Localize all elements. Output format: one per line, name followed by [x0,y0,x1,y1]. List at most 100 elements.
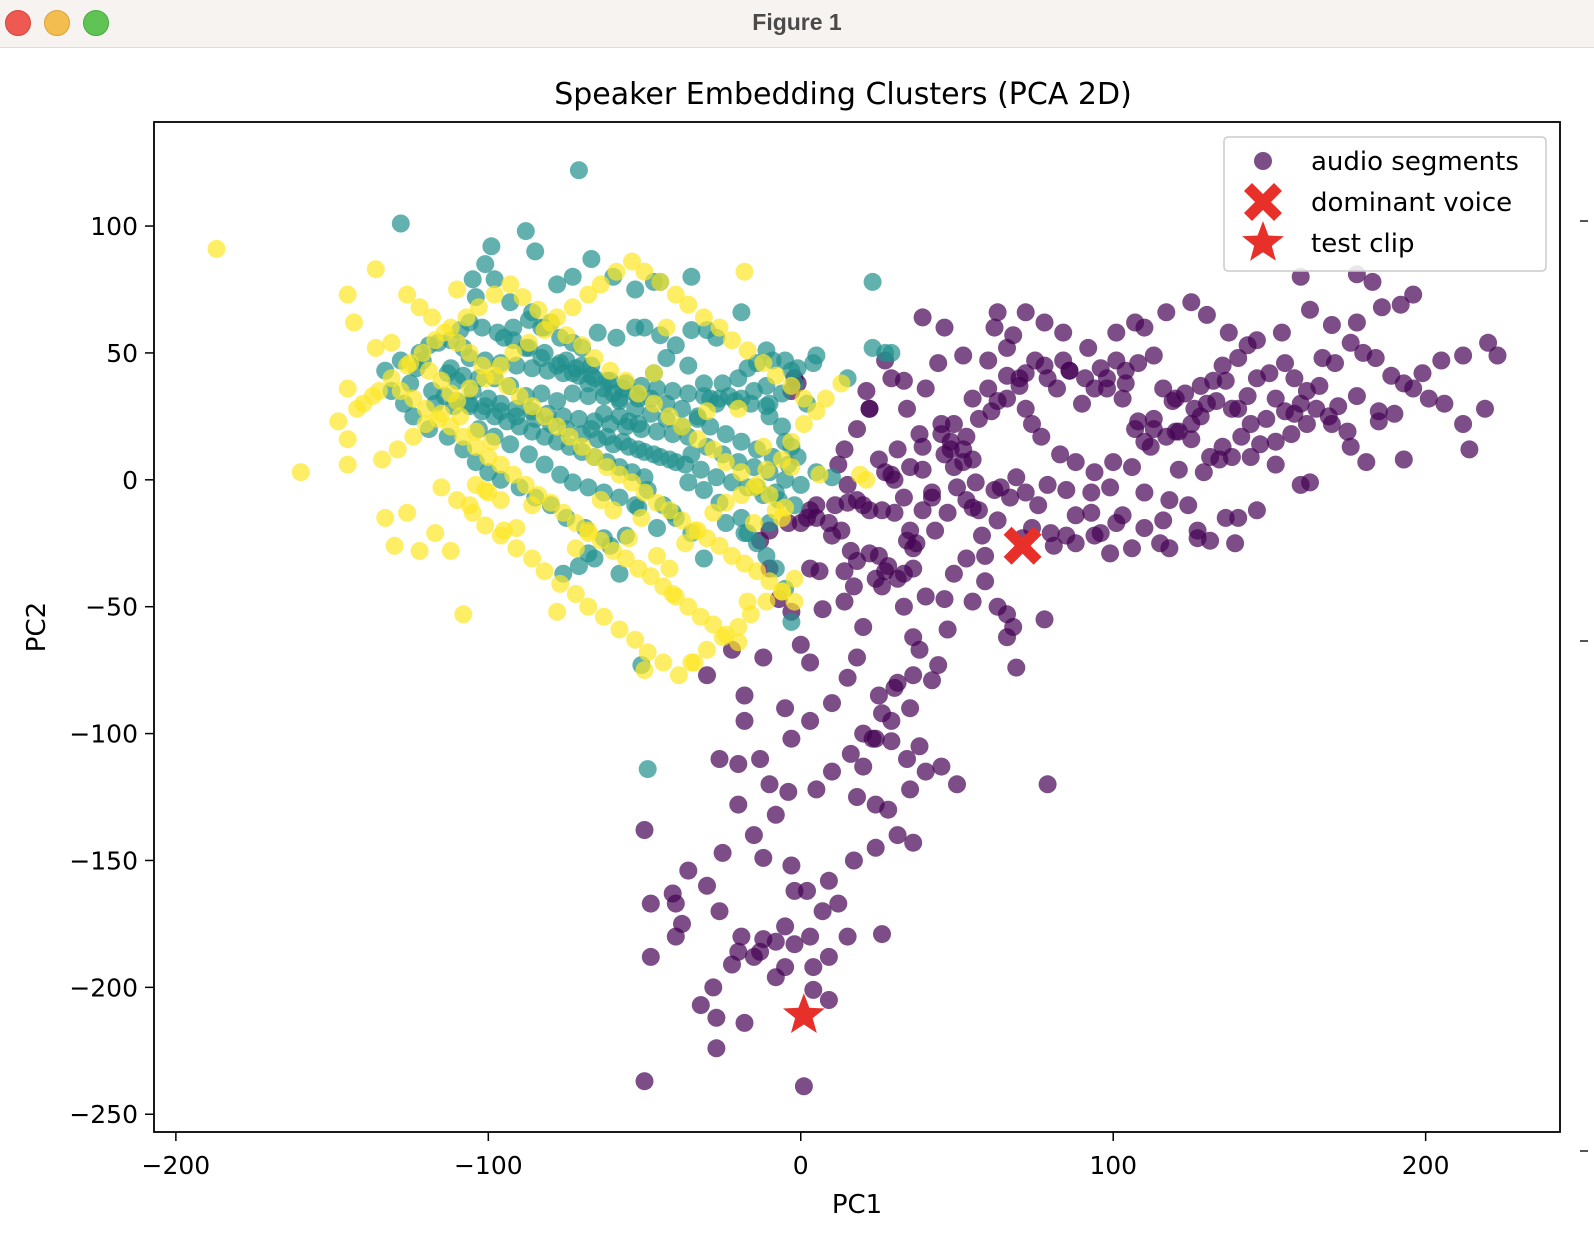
data-point [916,762,935,781]
data-point [1066,453,1085,472]
data-point [791,475,810,494]
data-point [923,483,941,502]
data-point [848,648,866,667]
data-point [835,592,854,611]
data-point [1488,346,1507,365]
data-point [373,450,392,469]
data-point [1007,658,1026,677]
data-point [732,463,751,482]
data-point [591,531,610,550]
data-point [679,356,698,375]
data-point [420,361,438,380]
data-point [754,848,773,867]
data-point [1366,349,1385,367]
data-point [1301,300,1319,319]
maximize-window-button[interactable] [83,10,109,36]
y-tick-label: −50 [85,593,138,622]
data-point [885,503,904,522]
data-point [1135,519,1154,537]
data-points [207,161,1507,1096]
data-point [338,285,357,304]
data-point [732,927,751,946]
data-point [713,628,732,647]
data-point [616,371,635,390]
data-point [707,1039,726,1058]
data-point [788,359,807,378]
data-point [957,491,976,510]
edge-marker [1580,640,1588,642]
data-point [1285,369,1304,388]
data-point [1044,536,1063,555]
data-point [1229,508,1248,527]
data-point [563,473,582,492]
data-point [679,473,698,492]
data-point [644,394,663,413]
data-point [832,374,851,393]
data-point [363,387,382,406]
data-point [582,420,601,439]
data-point [948,775,966,794]
data-point [1123,458,1141,477]
data-point [448,333,467,352]
data-point [660,407,679,426]
data-point [476,255,495,274]
data-point [1210,450,1229,469]
data-point [844,851,863,870]
data-point [1238,387,1257,406]
close-window-button[interactable] [5,10,31,36]
legend-x-icon [1244,183,1282,221]
data-point [1260,364,1279,383]
data-point [673,417,691,436]
data-point [1157,427,1176,446]
data-point [723,955,741,974]
data-point [448,280,467,299]
data-point [723,331,741,350]
data-point [729,755,748,773]
data-point [757,460,776,479]
data-point [841,541,860,560]
data-point [901,699,920,718]
data-point [1085,379,1104,398]
edge-marker [1580,220,1588,222]
data-point [345,313,363,332]
data-point [738,592,757,611]
data-point [557,326,576,345]
data-point [926,521,945,540]
data-point [535,343,554,362]
data-point [523,397,542,416]
data-point [844,577,863,596]
data-point [816,389,835,408]
data-point [804,980,823,999]
data-point [1035,313,1054,332]
data-point [782,458,801,477]
data-point [976,572,995,591]
data-point [404,389,423,408]
data-point [676,455,695,474]
data-point [929,656,948,675]
data-point [807,780,826,799]
data-point [801,711,820,730]
data-point [704,978,723,997]
edge-marker [1580,1150,1588,1152]
data-point [519,333,538,352]
data-point [676,534,695,553]
data-point [338,379,357,398]
data-point [938,620,957,639]
data-point [1151,534,1170,553]
data-point [948,478,966,497]
data-point [798,508,816,527]
data-point [641,894,660,913]
data-point [644,364,663,383]
data-point [291,463,310,482]
data-point [910,425,929,444]
data-point [776,917,795,936]
data-point [1051,445,1070,464]
data-point [657,318,676,337]
minimize-window-button[interactable] [44,10,70,36]
data-point [1385,404,1404,423]
data-point [773,417,791,436]
data-point [329,412,348,431]
data-point [704,503,723,522]
data-point [1266,432,1285,451]
data-point [694,481,713,499]
